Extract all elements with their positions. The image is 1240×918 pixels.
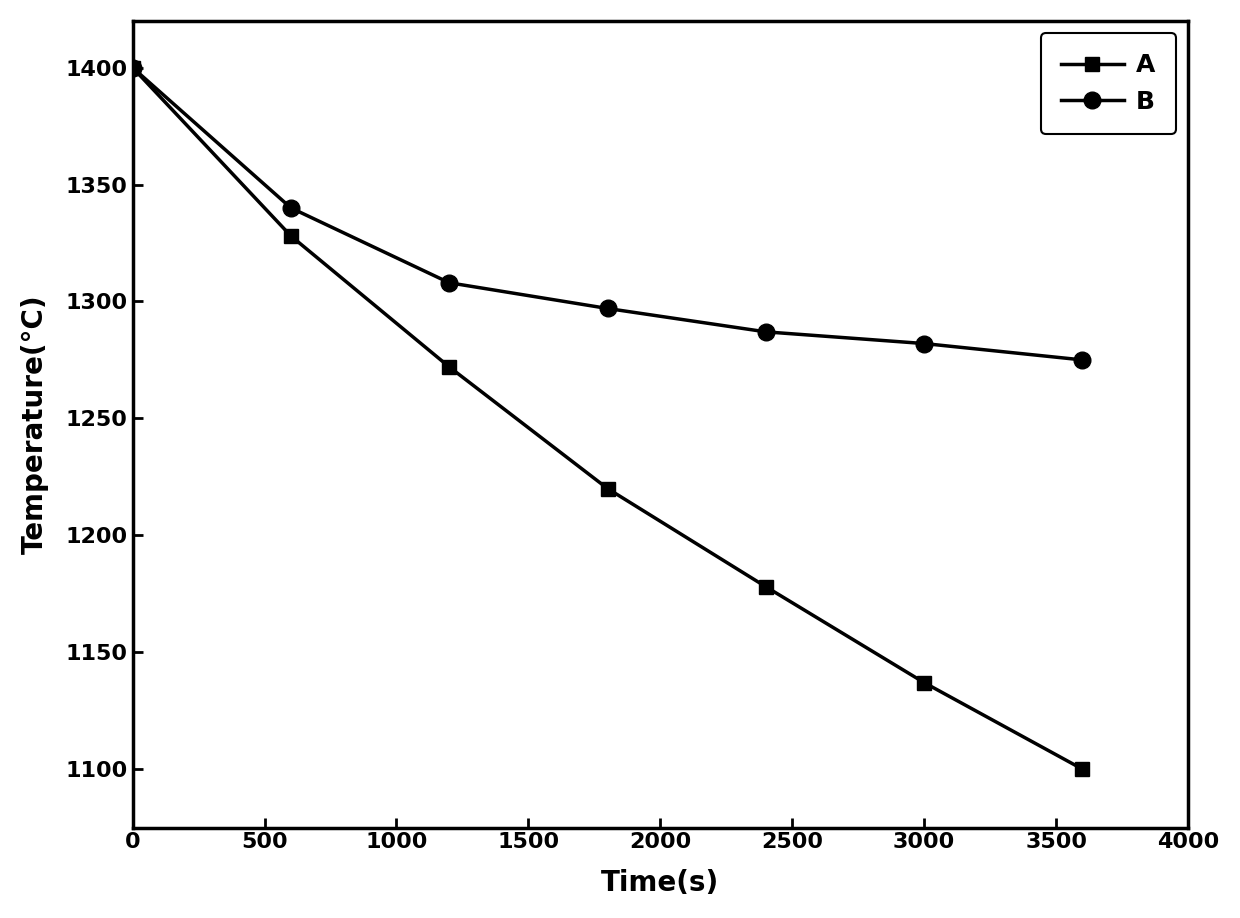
Line: B: B bbox=[124, 60, 1091, 368]
A bbox=[284, 230, 299, 241]
B bbox=[1075, 354, 1090, 365]
A bbox=[759, 581, 774, 592]
B bbox=[600, 303, 615, 314]
X-axis label: Time(s): Time(s) bbox=[601, 869, 719, 897]
B bbox=[125, 62, 140, 73]
B bbox=[759, 327, 774, 338]
B bbox=[441, 277, 456, 288]
A bbox=[1075, 764, 1090, 775]
Legend: A, B: A, B bbox=[1042, 33, 1176, 134]
A bbox=[441, 362, 456, 373]
Line: A: A bbox=[125, 61, 1090, 776]
Y-axis label: Temperature(°C): Temperature(°C) bbox=[21, 295, 48, 554]
B bbox=[916, 338, 931, 349]
B bbox=[284, 202, 299, 213]
A bbox=[916, 677, 931, 688]
A bbox=[125, 62, 140, 73]
A bbox=[600, 483, 615, 494]
